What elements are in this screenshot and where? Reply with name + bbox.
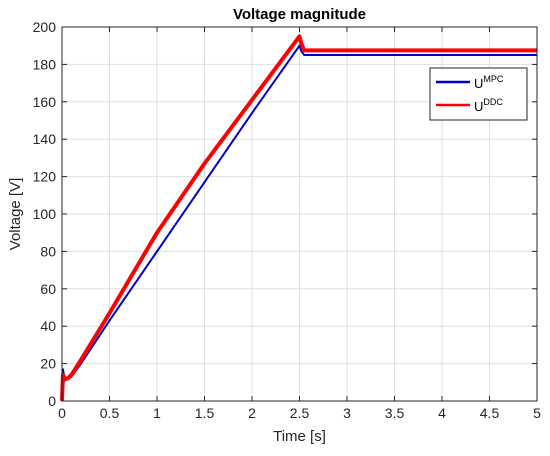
y-tick-label: 80: [40, 243, 56, 259]
axis-ticks: 0 0.5 1 1.5 2 2.5 3 3.5 4 4.5 5 0 20 40 60 80 100 120 140 1…: [33, 19, 541, 421]
x-tick-label: 1: [153, 405, 161, 421]
x-tick-label: 3.5: [385, 405, 405, 421]
y-tick-label: 20: [40, 356, 56, 372]
y-tick-label: 100: [33, 206, 57, 222]
chart-title: Voltage magnitude: [233, 6, 366, 23]
y-tick-label: 160: [33, 94, 57, 110]
x-tick-label: 0: [58, 405, 66, 421]
x-tick-label: 4: [438, 405, 446, 421]
x-tick-label: 2: [248, 405, 256, 421]
x-tick-label: 0.5: [100, 405, 120, 421]
x-tick-label: 2.5: [290, 405, 310, 421]
y-tick-label: 200: [33, 19, 57, 35]
y-tick-label: 180: [33, 56, 57, 72]
y-tick-label: 140: [33, 131, 57, 147]
legend-box: [429, 67, 528, 121]
legend: UMPC UDDC: [429, 67, 528, 121]
y-tick-label: 0: [48, 393, 56, 409]
y-tick-label: 60: [40, 281, 56, 297]
x-tick-label: 1.5: [195, 405, 215, 421]
y-axis-label: Voltage [V]: [7, 178, 24, 251]
x-axis-label: Time [s]: [273, 428, 326, 445]
legend-label-mpc: UMPC: [474, 74, 504, 91]
x-tick-label: 3: [343, 405, 351, 421]
y-tick-label: 40: [40, 318, 56, 334]
y-tick-label: 120: [33, 169, 57, 185]
series-line-ddc: [60, 34, 537, 402]
legend-label-ddc: UDDC: [474, 97, 503, 114]
series-layer: [60, 34, 537, 402]
x-tick-label: 4.5: [480, 405, 500, 421]
x-tick-label: 5: [533, 405, 541, 421]
